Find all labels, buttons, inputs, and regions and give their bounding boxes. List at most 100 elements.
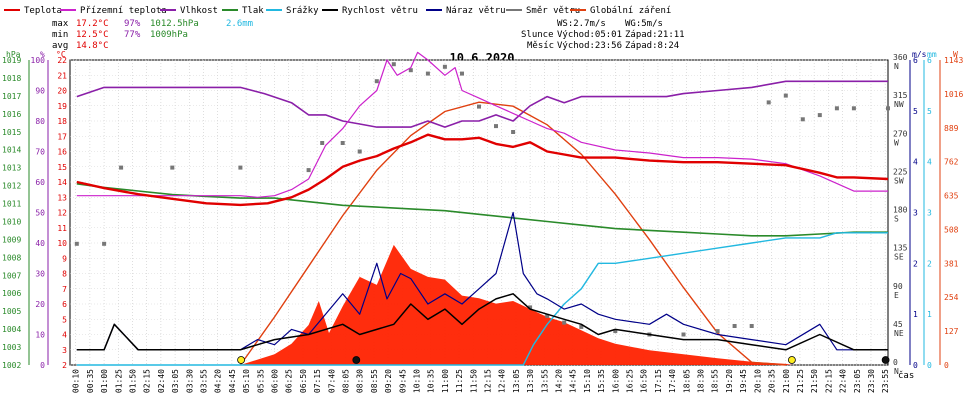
y-tick-pct: 0 [40, 361, 45, 370]
wind-direction-point [681, 332, 686, 337]
wind-direction-point [442, 64, 447, 69]
y-tick-wm2: 127 [944, 327, 959, 336]
x-tick-label: 05:35 [256, 369, 265, 393]
y-tick-c: 13 [57, 193, 67, 202]
legend-label: Tlak [242, 6, 264, 16]
y-tick-pct: 70 [35, 148, 45, 157]
y-tick-hpa: 1016 [2, 110, 21, 119]
x-tick-label: 00:35 [86, 369, 95, 393]
y-tick-mm: 5 [927, 107, 932, 116]
y-tick-pct: 60 [35, 178, 45, 187]
y-tick-hpa: 1015 [2, 128, 21, 137]
info-sunrise: Východ:05:01 [557, 30, 622, 40]
y-tick-c: 12 [57, 209, 67, 218]
wind-direction-point [834, 106, 839, 111]
wind-direction-point [238, 165, 243, 170]
x-tick-label: 23:55 [881, 369, 890, 393]
series-teplota [76, 133, 889, 207]
stats-block: max 17.2°C 97% 1012.5hPa 2.6mm min 12.5°… [52, 19, 253, 51]
y-tick-hpa: 1008 [2, 253, 21, 262]
y-tick-hpa: 1011 [2, 200, 21, 209]
y-tick-hpa: 1006 [2, 289, 21, 298]
x-tick-label: 15:10 [583, 369, 592, 393]
x-tick-label: 22:40 [839, 369, 848, 393]
stat-min-temp: 12.5°C [76, 30, 109, 40]
wind-direction-point [391, 62, 396, 67]
wind-direction-point [320, 141, 325, 145]
y-tick-dir: 315 [893, 91, 908, 100]
wind-direction-point [562, 320, 567, 325]
info-sunset: Západ:21:11 [625, 30, 685, 40]
stat-avg-temp: 14.8°C [76, 41, 109, 51]
legend-label: Srážky [286, 6, 319, 16]
wind-direction-point [119, 165, 124, 170]
stat-avg-label: avg [52, 41, 68, 51]
x-tick-label: 13:55 [540, 369, 549, 393]
x-tick-label: 08:05 [342, 369, 351, 393]
series-sr-ky [76, 232, 888, 366]
stat-min-press: 1009hPa [150, 30, 188, 40]
wind-direction-point [579, 324, 584, 329]
y-tick-hpa: 1009 [2, 235, 21, 244]
y-tick-hpa: 1018 [2, 74, 21, 83]
axis-title-mm: mm [927, 50, 937, 59]
y-tick-wm2: 762 [944, 158, 959, 167]
x-tick-label: 03:55 [199, 369, 208, 393]
y-tick-pct: 100 [31, 56, 46, 65]
wind-direction-point [749, 324, 754, 328]
y-tick-c: 3 [62, 346, 67, 355]
wind-direction-point [170, 165, 175, 170]
y-tick-c: 18 [57, 117, 67, 126]
x-tick-label: 14:20 [555, 369, 564, 393]
wind-direction-point [306, 168, 311, 173]
y-tick-c: 16 [57, 148, 67, 157]
info-wg: WG:5m/s [625, 19, 663, 29]
x-tick-label: 13:30 [526, 369, 535, 393]
plot-area [74, 51, 890, 366]
y-tick-ms: 2 [913, 259, 918, 268]
y-tick-dir-name: S [894, 215, 899, 224]
wind-direction-point [545, 313, 550, 318]
x-tick-label: 03:05 [171, 369, 180, 393]
x-tick-label: 18:05 [682, 369, 691, 393]
wind-direction-point [494, 124, 498, 129]
y-tick-pct: 20 [35, 300, 45, 309]
info-block: WS:2.7m/s WG:5m/s Slunce Východ:05:01 Zá… [521, 19, 685, 51]
y-tick-ms: 1 [913, 310, 918, 319]
x-tick-label: 14:45 [569, 369, 578, 393]
x-tick-label: 10:10 [413, 369, 422, 393]
stat-max-rain: 2.6mm [226, 19, 253, 29]
y-tick-c: 8 [62, 270, 67, 279]
y-tick-dir: 360 [893, 53, 908, 62]
x-tick-label: 21:00 [782, 369, 791, 393]
wind-direction-point [74, 241, 79, 246]
y-tick-dir-name: NE [894, 329, 904, 338]
x-tick-label: 10:35 [427, 369, 436, 393]
y-tick-mm: 4 [927, 158, 932, 167]
x-tick-label: 11:50 [469, 369, 478, 393]
x-tick-label: 01:25 [114, 369, 123, 393]
y-tick-hpa: 1007 [2, 271, 21, 280]
wind-direction-point [766, 100, 771, 105]
series-vlhkost [76, 80, 888, 128]
y-tick-wm2: 889 [944, 124, 959, 133]
x-tick-label: 05:10 [242, 369, 251, 393]
marker-moonrise [881, 356, 890, 364]
x-tick-label: 21:25 [796, 369, 805, 393]
x-tick-label: 22:15 [824, 369, 833, 393]
marker-sunrise [237, 356, 245, 364]
wind-direction-point [783, 93, 788, 98]
y-tick-wm2: 635 [944, 192, 959, 201]
wind-direction-point [886, 106, 890, 111]
y-tick-hpa: 1013 [2, 164, 21, 173]
x-tick-label: 20:10 [753, 369, 762, 393]
x-tick-label: 03:30 [185, 369, 194, 393]
x-tick-label: 17:40 [668, 369, 677, 393]
y-tick-wm2: 1143 [944, 56, 963, 65]
wind-direction-point [732, 324, 737, 328]
x-tick-label: 23:30 [867, 369, 876, 393]
y-tick-hpa: 1004 [2, 325, 21, 334]
y-tick-hpa: 1002 [2, 361, 21, 370]
x-tick-label: 06:50 [299, 369, 308, 393]
y-tick-pct: 80 [35, 117, 45, 126]
